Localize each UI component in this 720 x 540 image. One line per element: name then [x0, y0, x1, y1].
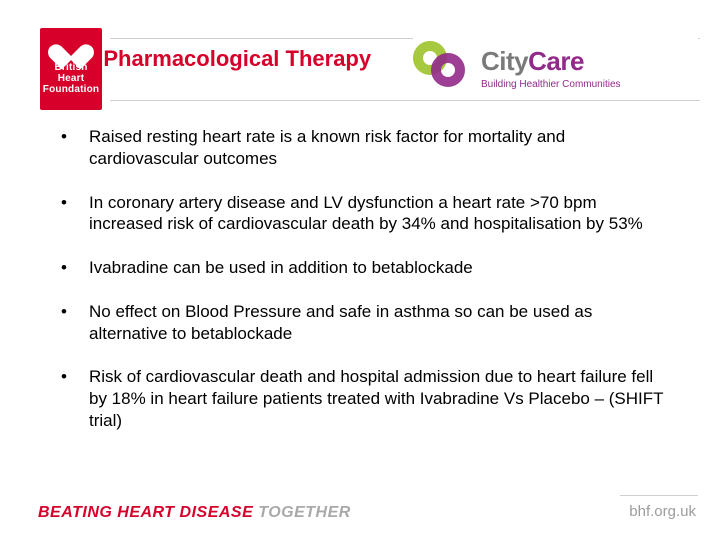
footer-divider	[620, 495, 698, 496]
bullet-text: No effect on Blood Pressure and safe in …	[89, 302, 592, 343]
header-divider-bottom	[110, 100, 700, 101]
list-item: In coronary artery disease and LV dysfun…	[55, 192, 670, 236]
list-item: Raised resting heart rate is a known ris…	[55, 126, 670, 170]
bullet-text: Ivabradine can be used in addition to be…	[89, 258, 473, 277]
bhf-logo-line1: British	[40, 62, 102, 73]
bullet-text: In coronary artery disease and LV dysfun…	[89, 193, 643, 234]
citycare-tagline: Building Healthier Communities	[481, 79, 621, 90]
footer-tagline-grey: TOGETHER	[258, 504, 351, 521]
bhf-heart-icon	[57, 34, 85, 60]
footer-tagline-red: BEATING HEART DISEASE	[38, 504, 258, 521]
bullet-text: Raised resting heart rate is a known ris…	[89, 127, 565, 168]
list-item: No effect on Blood Pressure and safe in …	[55, 301, 670, 345]
slide-body: Raised resting heart rate is a known ris…	[55, 126, 670, 454]
citycare-rings-icon	[413, 39, 471, 97]
list-item: Ivabradine can be used in addition to be…	[55, 257, 670, 279]
bhf-logo: British Heart Foundation	[40, 28, 102, 110]
citycare-name-part1: City	[481, 46, 528, 76]
bullet-text: Risk of cardiovascular death and hospita…	[89, 367, 663, 430]
bhf-logo-line3: Foundation	[40, 84, 102, 95]
bhf-logo-line2: Heart	[40, 73, 102, 84]
citycare-name-part2: Care	[528, 46, 584, 76]
header: New Pharmacological Therapy British Hear…	[0, 0, 720, 110]
footer-url: bhf.org.uk	[629, 503, 696, 520]
bullet-list: Raised resting heart rate is a known ris…	[55, 126, 670, 432]
list-item: Risk of cardiovascular death and hospita…	[55, 366, 670, 431]
footer-tagline: BEATING HEART DISEASE TOGETHER	[38, 504, 351, 522]
citycare-text: CityCare Building Healthier Communities	[481, 46, 621, 90]
citycare-logo: CityCare Building Healthier Communities	[413, 38, 698, 98]
